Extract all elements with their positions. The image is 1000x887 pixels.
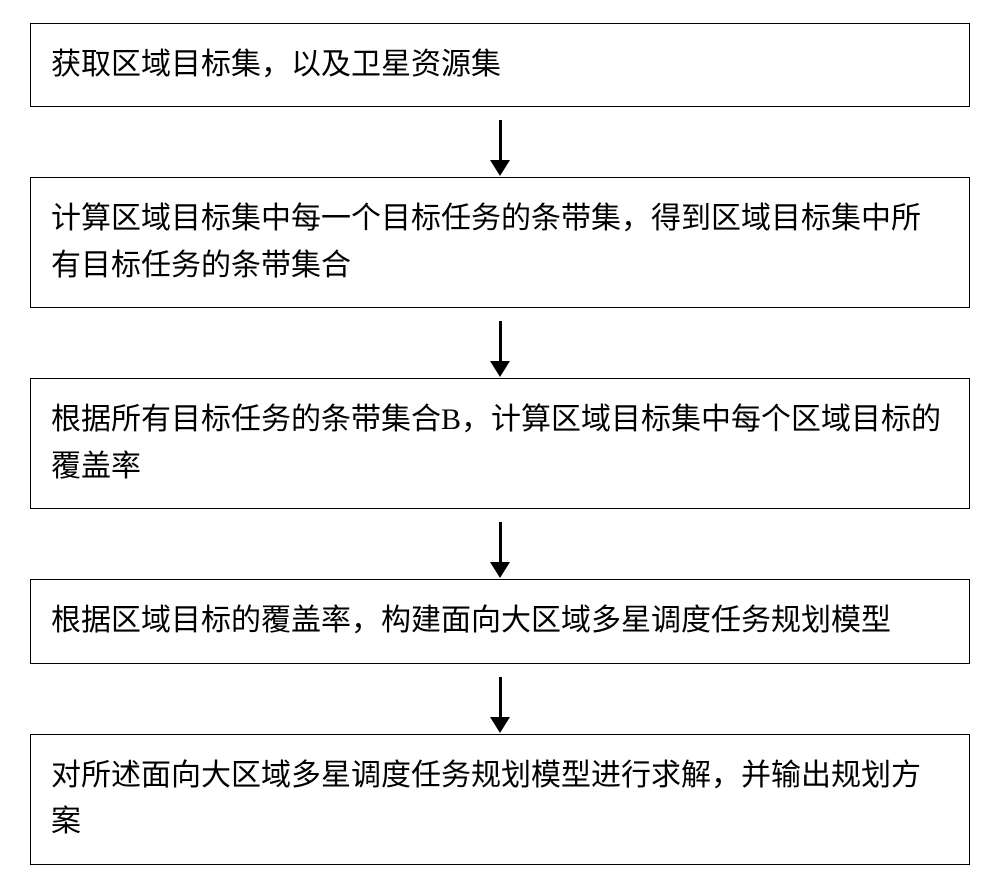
flowchart-arrow xyxy=(499,107,502,177)
flowchart-step-3: 根据所有目标任务的条带集合B，计算区域目标集中每个区域目标的覆盖率 xyxy=(30,378,970,509)
flowchart-arrow xyxy=(499,308,502,378)
flowchart-step-4: 根据区域目标的覆盖率，构建面向大区域多星调度任务规划模型 xyxy=(30,579,970,664)
flowchart-step-1: 获取区域目标集，以及卫星资源集 xyxy=(30,23,970,108)
flowchart-step-5: 对所述面向大区域多星调度任务规划模型进行求解，并输出规划方案 xyxy=(30,734,970,865)
flowchart-container: 获取区域目标集，以及卫星资源集 计算区域目标集中每一个目标任务的条带集，得到区域… xyxy=(30,23,970,865)
flowchart-arrow xyxy=(499,664,502,734)
flowchart-arrow xyxy=(499,509,502,579)
flowchart-step-2: 计算区域目标集中每一个目标任务的条带集，得到区域目标集中所有目标任务的条带集合 xyxy=(30,177,970,308)
